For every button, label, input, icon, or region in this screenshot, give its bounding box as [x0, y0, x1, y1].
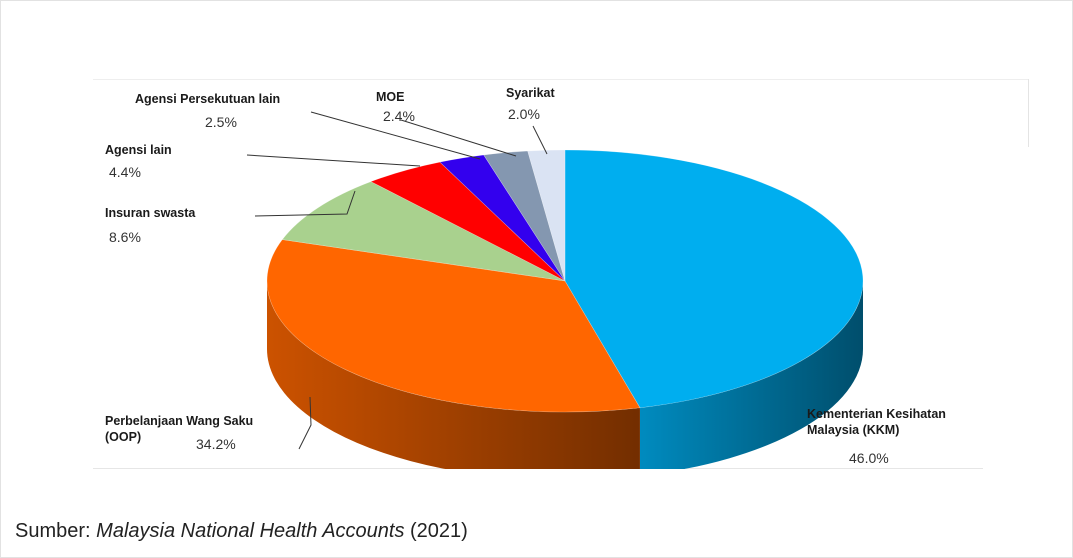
source-caption: Sumber: Malaysia National Health Account… — [15, 520, 468, 543]
pie-sides — [267, 281, 863, 469]
source-suffix: (2021) — [404, 520, 468, 542]
pie-chart: Kementerian Kesihatan Malaysia (KKM) 46.0%… — [105, 86, 946, 469]
pie-slice-3 — [370, 161, 566, 282]
slice-value-2: 8.6% — [109, 229, 141, 245]
slice-value-0: 46.0% — [849, 450, 889, 466]
pie-side-0 — [639, 281, 863, 469]
slice-label-4-0: Agensi Persekutuan lain — [135, 92, 280, 106]
slice-value-6: 2.0% — [508, 106, 540, 122]
chart-panel: Kementerian Kesihatan Malaysia (KKM) 46.0%… — [93, 79, 1029, 469]
slice-value-1: 34.2% — [196, 436, 236, 452]
slice-label-2-0: Insuran swasta — [105, 206, 196, 220]
pie-slice-4 — [439, 154, 566, 282]
leader-lines — [246, 111, 548, 450]
leader-line-4 — [310, 111, 481, 160]
panel-edge-right — [1028, 79, 1029, 147]
slice-labels: Kementerian Kesihatan Malaysia (KKM) 46.0%… — [105, 86, 946, 466]
leader-line-6 — [532, 125, 548, 155]
pie-slice-6 — [527, 149, 566, 282]
source-title: Malaysia National Health Accounts — [96, 520, 405, 542]
slice-label-3-0: Agensi lain — [105, 143, 172, 157]
leader-line-1 — [298, 396, 312, 450]
slice-label-0-0: Kementerian Kesihatan — [807, 407, 946, 421]
pie-side-1 — [267, 281, 640, 469]
leader-line-3 — [246, 154, 421, 167]
slice-value-4: 2.5% — [205, 114, 237, 130]
slice-label-6-0: Syarikat — [506, 86, 555, 100]
pie-slice-0 — [564, 149, 864, 409]
leader-line-2 — [254, 190, 356, 217]
leader-line-5 — [400, 119, 517, 157]
pie-slice-2 — [281, 181, 566, 282]
slice-label-1-0: Perbelanjaan Wang Saku — [105, 414, 253, 428]
source-prefix: Sumber: — [15, 520, 97, 542]
slice-label-5-0: MOE — [376, 90, 404, 104]
pie-tops — [266, 149, 864, 413]
slice-value-5: 2.4% — [383, 108, 415, 124]
pie-slice-1 — [266, 239, 641, 413]
slice-value-3: 4.4% — [109, 164, 141, 180]
panel-edge-top — [93, 79, 1029, 80]
slice-label-0-1: Malaysia (KKM) — [807, 423, 899, 437]
slice-label-1-1: (OOP) — [105, 430, 141, 444]
